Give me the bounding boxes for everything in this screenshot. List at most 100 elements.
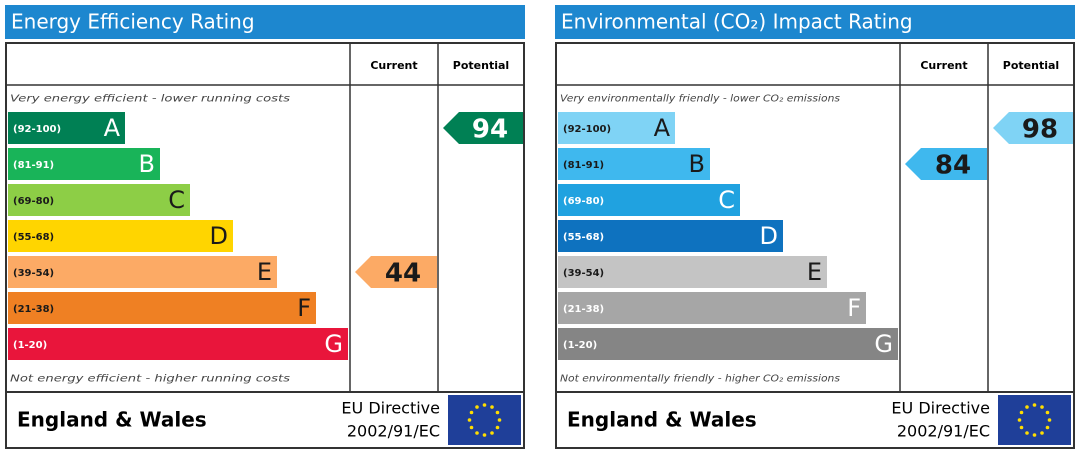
- rating-band: [8, 256, 277, 288]
- eu-star: [1047, 418, 1052, 422]
- eu-star: [1040, 431, 1044, 435]
- eu-star: [497, 418, 502, 422]
- band-range: (81-91): [563, 160, 604, 171]
- eu-star: [495, 425, 500, 430]
- band-range: (81-91): [13, 160, 54, 171]
- band-range: (1-20): [563, 340, 597, 351]
- footer-directive: EU Directive: [891, 399, 990, 418]
- band-range: (1-20): [13, 340, 47, 351]
- band-range: (55-68): [13, 232, 54, 243]
- eu-star: [1045, 425, 1050, 430]
- eu-star: [475, 431, 479, 435]
- band-range: (69-80): [13, 196, 54, 207]
- footer-code: 2002/91/EC: [347, 422, 440, 441]
- eu-star: [1019, 425, 1024, 430]
- eu-flag: [998, 395, 1071, 445]
- eu-star: [475, 405, 479, 409]
- band-range: (39-54): [563, 268, 604, 279]
- eu-star: [490, 431, 494, 435]
- eu-star: [1032, 403, 1037, 407]
- eu-star: [1040, 405, 1044, 409]
- eu-flag: [448, 395, 521, 445]
- current-value: 84: [935, 151, 971, 181]
- bottom-note: Not environmentally friendly - higher CO…: [560, 374, 840, 385]
- rating-band: [8, 148, 160, 180]
- band-range: (92-100): [13, 124, 61, 135]
- band-letter: F: [297, 294, 311, 322]
- band-letter: B: [139, 150, 155, 178]
- current-header: Current: [920, 59, 967, 72]
- eu-star: [467, 418, 472, 422]
- eu-star: [490, 405, 494, 409]
- band-range: (21-38): [13, 304, 54, 315]
- eu-star: [1017, 418, 1022, 422]
- band-letter: A: [104, 114, 121, 142]
- rating-band: [8, 112, 125, 144]
- current-value: 44: [385, 259, 421, 289]
- eu-star: [1045, 410, 1050, 415]
- rating-band: [8, 292, 316, 324]
- potential-header: Potential: [453, 59, 509, 72]
- band-letter: E: [807, 258, 822, 286]
- rating-band: [558, 112, 675, 144]
- band-letter: G: [874, 330, 893, 358]
- band-range: (92-100): [563, 124, 611, 135]
- rating-panel: Energy Efficiency Rating Current Potential…: [5, 5, 525, 449]
- rating-band: [558, 328, 898, 360]
- title-bar: [5, 5, 525, 39]
- potential-arrow: [443, 112, 523, 144]
- bottom-note: Not energy efficient - higher running co…: [10, 374, 290, 385]
- panel-frame: [5, 42, 525, 449]
- current-header: Current: [370, 59, 417, 72]
- current-arrow: [905, 148, 987, 180]
- title-bar: [555, 5, 1075, 39]
- eu-star: [469, 425, 474, 430]
- band-range: (69-80): [563, 196, 604, 207]
- band-letter: C: [168, 186, 185, 214]
- panel-frame: [555, 42, 1075, 449]
- eu-star: [482, 403, 487, 407]
- eu-star: [469, 410, 474, 415]
- band-letter: C: [718, 186, 735, 214]
- band-letter: G: [324, 330, 343, 358]
- band-range: (21-38): [563, 304, 604, 315]
- band-range: (55-68): [563, 232, 604, 243]
- band-letter: B: [689, 150, 705, 178]
- footer-region: England & Wales: [17, 408, 207, 432]
- potential-value: 94: [472, 115, 508, 145]
- eu-star: [1025, 431, 1029, 435]
- rating-band: [558, 292, 866, 324]
- band-letter: D: [210, 222, 228, 250]
- eu-star: [482, 433, 487, 437]
- footer-region: England & Wales: [567, 408, 757, 432]
- potential-header: Potential: [1003, 59, 1059, 72]
- band-letter: D: [760, 222, 778, 250]
- eu-star: [495, 410, 500, 415]
- potential-value: 98: [1022, 115, 1058, 145]
- rating-band: [8, 184, 190, 216]
- rating-band: [558, 184, 740, 216]
- top-note: Very energy efficient - lower running co…: [10, 94, 290, 105]
- rating-band: [558, 148, 710, 180]
- eu-star: [1019, 410, 1024, 415]
- eu-star: [1032, 433, 1037, 437]
- rating-band: [8, 220, 233, 252]
- rating-band: [558, 256, 827, 288]
- panel-title: Energy Efficiency Rating: [11, 10, 255, 34]
- potential-arrow: [993, 112, 1073, 144]
- eu-star: [1025, 405, 1029, 409]
- rating-panel: Environmental (CO₂) Impact Rating Current…: [555, 5, 1075, 449]
- footer-directive: EU Directive: [341, 399, 440, 418]
- band-letter: F: [847, 294, 861, 322]
- panel-title: Environmental (CO₂) Impact Rating: [561, 10, 913, 34]
- band-range: (39-54): [13, 268, 54, 279]
- rating-band: [558, 220, 783, 252]
- current-arrow: [355, 256, 437, 288]
- band-letter: E: [257, 258, 272, 286]
- band-letter: A: [654, 114, 671, 142]
- top-note: Very environmentally friendly - lower CO…: [560, 94, 840, 105]
- rating-band: [8, 328, 348, 360]
- footer-code: 2002/91/EC: [897, 422, 990, 441]
